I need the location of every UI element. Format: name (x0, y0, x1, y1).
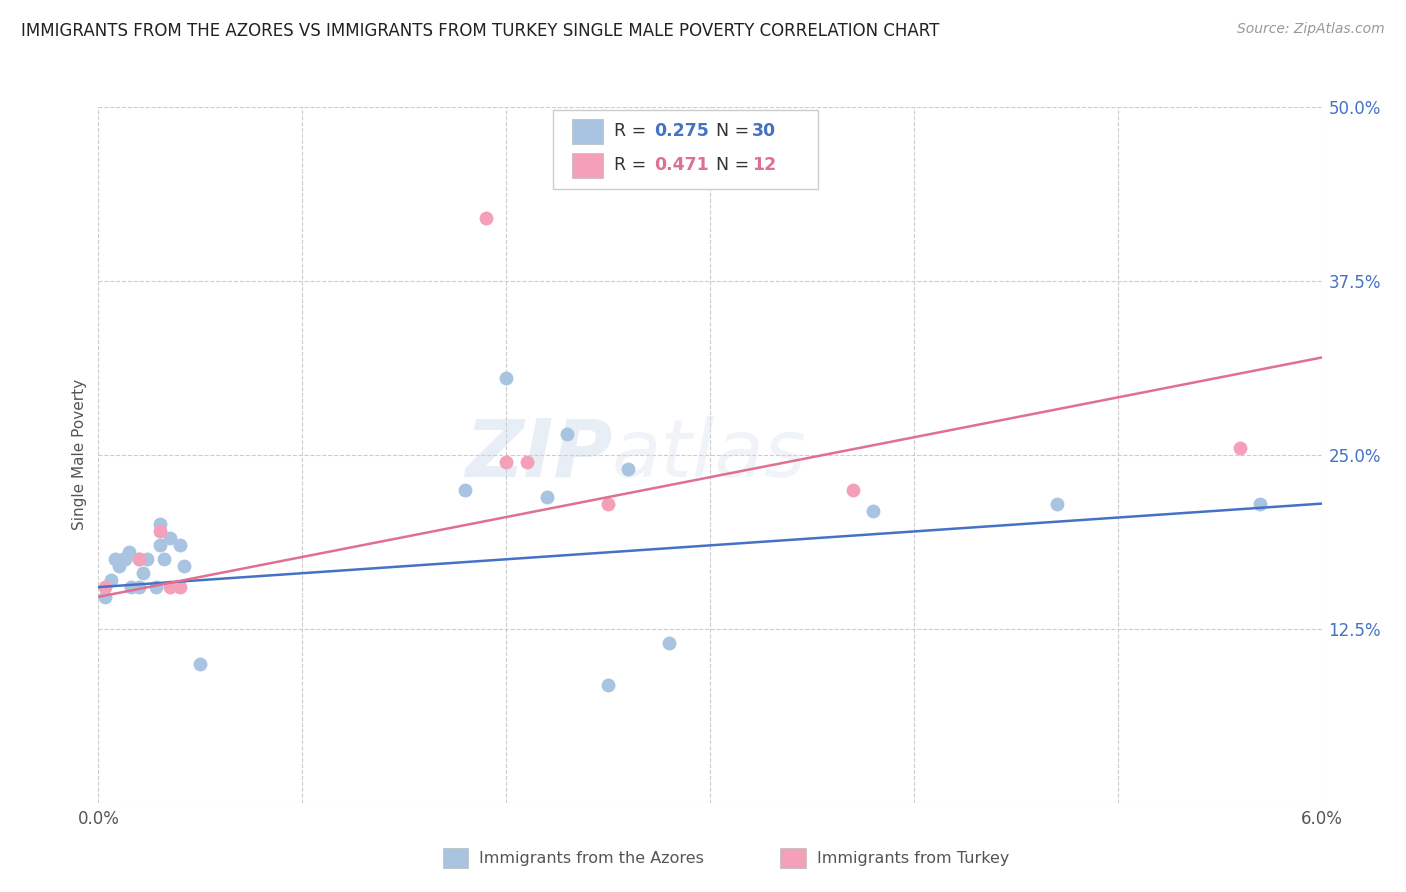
Point (149, 524, 172, 539)
Point (159, 580, 181, 594)
Point (100, 573, 122, 587)
Point (128, 580, 150, 594)
Point (104, 552, 127, 566)
Point (862, 503, 884, 517)
Point (598, 677, 620, 691)
Point (111, 552, 134, 566)
Point (159, 532, 181, 546)
Point (188, 657, 212, 671)
Point (617, 462, 640, 476)
Point (495, 455, 517, 469)
Point (128, 552, 150, 566)
Point (120, 580, 142, 594)
Point (658, 636, 681, 650)
Point (454, 483, 477, 497)
Text: R =: R = (614, 122, 652, 140)
Point (598, 497, 620, 511)
Point (149, 538, 172, 552)
Point (841, 483, 863, 497)
Text: Immigrants from Turkey: Immigrants from Turkey (817, 851, 1010, 865)
Point (555, 427, 579, 442)
Point (128, 552, 150, 566)
Text: 12: 12 (752, 156, 776, 174)
Text: Source: ZipAtlas.com: Source: ZipAtlas.com (1237, 22, 1385, 37)
Point (516, 455, 538, 469)
Point (145, 580, 167, 594)
Text: IMMIGRANTS FROM THE AZORES VS IMMIGRANTS FROM TURKEY SINGLE MALE POVERTY CORRELA: IMMIGRANTS FROM THE AZORES VS IMMIGRANTS… (21, 22, 939, 40)
Point (108, 559, 131, 574)
Text: N =: N = (716, 156, 755, 174)
Text: 0.471: 0.471 (654, 156, 709, 174)
Text: atlas: atlas (612, 416, 807, 494)
Y-axis label: Single Male Poverty: Single Male Poverty (72, 379, 87, 531)
Point (169, 538, 191, 552)
Point (1045, 497, 1069, 511)
Text: R =: R = (614, 156, 652, 174)
Point (169, 580, 191, 594)
Point (152, 552, 174, 566)
Point (1229, 441, 1251, 455)
Point (495, 371, 517, 385)
Text: ZIP: ZIP (465, 416, 612, 494)
Text: Immigrants from the Azores: Immigrants from the Azores (479, 851, 704, 865)
Point (149, 517, 172, 532)
Point (93, 590, 115, 604)
Point (114, 552, 136, 566)
Point (536, 490, 558, 504)
Text: N =: N = (716, 122, 755, 140)
Point (132, 566, 155, 581)
Text: 30: 30 (752, 122, 776, 140)
Point (118, 545, 141, 559)
Point (93, 580, 115, 594)
Text: 0.275: 0.275 (654, 122, 709, 140)
Point (136, 552, 159, 566)
Point (173, 559, 195, 574)
Point (1249, 497, 1271, 511)
Point (474, 211, 498, 226)
